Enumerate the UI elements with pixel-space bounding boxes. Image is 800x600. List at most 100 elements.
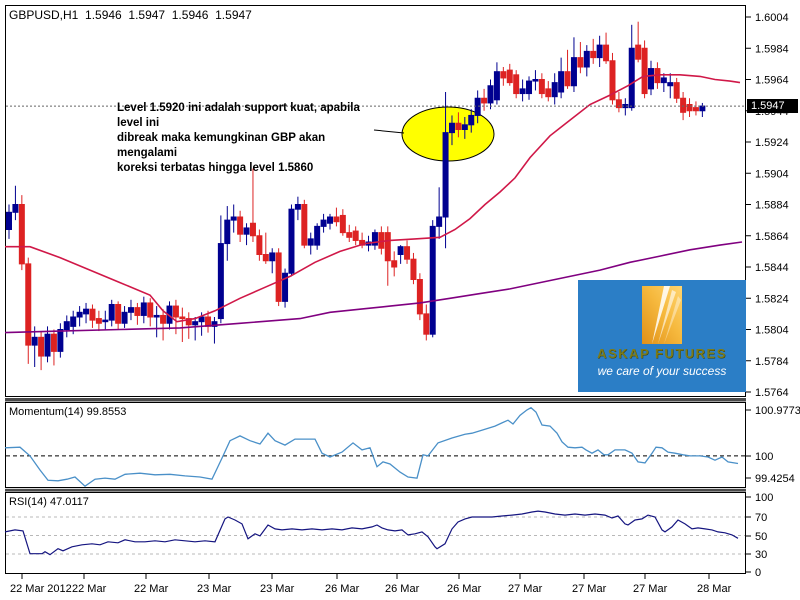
candle [609, 60, 616, 101]
candle [44, 333, 51, 357]
momentum-scale-label: 100 [755, 451, 773, 463]
candle [692, 107, 699, 112]
candle [423, 313, 430, 335]
candle [262, 254, 269, 262]
rsi-name: RSI(14) [9, 496, 47, 508]
candle [83, 308, 90, 315]
time-axis-label: 27 Mar [633, 583, 668, 595]
rsi-scale-label: 0 [755, 567, 761, 579]
candle [153, 314, 160, 318]
rsi-scale-label: 70 [755, 512, 767, 524]
annotation-pointer-line [373, 129, 405, 134]
candle [564, 71, 571, 87]
annotation-line-3: koreksi terbatas hingga level 1.5860 [117, 162, 314, 174]
candle [371, 232, 378, 246]
candle [127, 307, 134, 313]
candle [384, 232, 391, 262]
time-axis-label: 26 Mar [325, 583, 360, 595]
askap-logo-title: ASKAP FUTURES [597, 346, 727, 361]
candle [538, 79, 545, 95]
momentum-label: Momentum(14) 99.8553 [9, 406, 126, 418]
ma-fast-line [5, 74, 741, 323]
rsi-scale-label: 50 [755, 531, 767, 543]
candle [237, 216, 244, 235]
candle [590, 50, 597, 59]
candle [673, 82, 680, 99]
candle [57, 329, 64, 352]
candle [217, 243, 224, 320]
candle [513, 74, 520, 95]
time-axis-label: 22 Mar [72, 583, 107, 595]
candle [63, 321, 70, 330]
support-annotation[interactable]: Level 1.5920 ini adalah support kuat, ap… [117, 101, 387, 176]
candle [648, 68, 654, 90]
candle [269, 252, 276, 262]
candle [641, 47, 648, 95]
price-axis-label: 1.6004 [755, 12, 789, 24]
price-axis-label: 1.5764 [755, 387, 789, 399]
rsi-scale-label: 30 [755, 549, 767, 561]
candle [172, 305, 179, 318]
candle [282, 272, 289, 302]
price-axis-label: 1.5984 [755, 43, 789, 55]
candle [121, 311, 128, 324]
candle [667, 82, 674, 87]
pane-splitter[interactable] [5, 398, 746, 402]
candle [307, 238, 314, 246]
candle [18, 204, 25, 265]
candle [526, 80, 533, 95]
pane-splitter[interactable] [5, 488, 746, 492]
candle [378, 232, 385, 249]
candle [115, 304, 122, 324]
momentum-value: 99.8553 [86, 406, 127, 418]
candle [89, 308, 96, 321]
price-axis-label: 1.5924 [755, 137, 789, 149]
candle [314, 225, 321, 246]
momentum-pane-border [5, 402, 746, 488]
candle [38, 336, 45, 357]
candle [506, 69, 513, 84]
time-axis-label: 22 Mar 2012 [10, 583, 72, 595]
candle [410, 258, 417, 280]
candle [160, 314, 167, 324]
time-axis-label: 26 Mar [447, 583, 482, 595]
candle [211, 321, 218, 327]
rsi-pane-border [5, 492, 746, 574]
candle [198, 316, 205, 323]
askap-logo-flag-icon [642, 286, 682, 344]
candle [76, 311, 83, 318]
candle [108, 304, 115, 321]
candle [481, 97, 488, 104]
candle [596, 44, 603, 59]
candle [346, 232, 353, 238]
candle [455, 122, 462, 130]
time-axis-label: 23 Mar [197, 583, 232, 595]
time-axis-label: 22 Mar [134, 583, 169, 595]
candle [686, 104, 693, 112]
price-axis-label: 1.5844 [755, 262, 789, 274]
candle [680, 97, 687, 113]
candle [660, 77, 667, 84]
candle [294, 204, 301, 210]
time-axis-label: 26 Mar [385, 583, 420, 595]
candle [6, 211, 12, 230]
momentum-scale-label: 100.9773 [755, 405, 800, 417]
candle [140, 302, 147, 316]
candle [493, 71, 500, 101]
askap-logo-slogan: we care of your success [597, 364, 727, 378]
candle [352, 230, 359, 241]
candle [404, 246, 411, 260]
candle [628, 47, 635, 109]
candle [551, 82, 558, 98]
price-axis-label: 1.5824 [755, 293, 789, 305]
momentum-scale-label: 99.4254 [755, 473, 795, 485]
annotation-line-2: dibreak maka kemungkinan GBP akan mengal… [117, 132, 326, 159]
rsi-scale-label: 100 [755, 492, 773, 504]
candle [31, 336, 38, 346]
price-axis-label: 1.5864 [755, 231, 789, 243]
price-axis-label: 1.5904 [755, 168, 789, 180]
candle [301, 204, 308, 246]
candle [134, 307, 141, 316]
